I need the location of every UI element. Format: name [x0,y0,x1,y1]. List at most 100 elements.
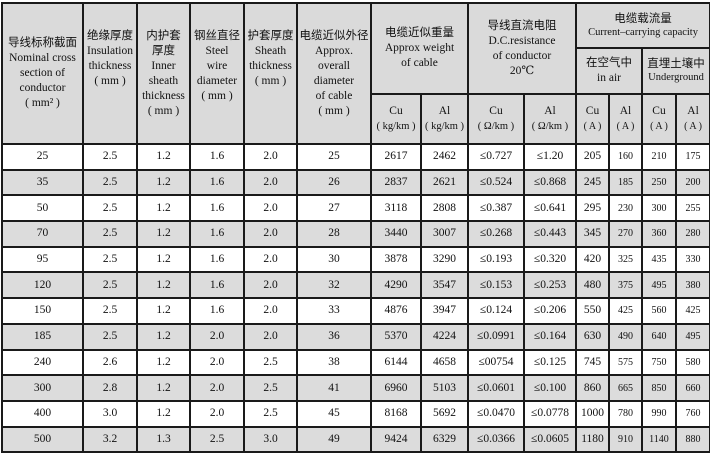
header-insulation: 绝缘厚度 Insulation thickness ( mm ) [82,2,138,145]
cell-resistance-cu: ≤0.727 [467,143,525,171]
header-text: Insulation [87,44,133,57]
header-text: 绝缘厚度 [87,29,133,42]
cell-nominal-section: 25 [1,143,84,171]
header-text: 导线直流电阻 [487,19,557,32]
cell-inner-sheath: 1.2 [136,374,191,402]
cell-sheath: 2.0 [243,271,298,300]
header-text: Cu [652,105,666,117]
cell-weight-al: 3007 [420,220,469,248]
cell-air-cu: 345 [575,220,610,248]
cell-ground-cu: 560 [641,297,677,325]
cell-air-cu: 1000 [575,399,610,428]
cell-air-cu: 205 [575,143,610,171]
table-row: 185 2.5 1.2 2.0 2.0 36 5370 4224 ≤0.0991 ≤0.164 63… [1,322,710,351]
cell-steel-wire: 2.5 [189,425,245,454]
header-unit: ( mm ) [201,89,233,102]
cell-resistance-al: ≤0.206 [523,297,577,325]
header-text: in air [597,72,621,84]
cell-insulation: 2.5 [82,322,138,351]
header-steel-wire: 钢丝直径 Steel wire diameter ( mm ) [189,2,245,145]
cell-weight-al: 2621 [420,168,469,197]
header-text: Cu [489,105,503,117]
cell-overall-diameter: 36 [296,322,372,351]
header-text: thickness [142,89,185,102]
header-text: D.C.resistance [488,34,556,47]
cell-weight-cu: 3878 [370,245,422,274]
cell-inner-sheath: 1.2 [136,143,191,171]
cell-sheath: 2.5 [243,348,298,377]
cell-overall-diameter: 32 [296,271,372,300]
cell-steel-wire: 1.6 [189,143,245,171]
cell-air-al: 375 [608,271,643,300]
cell-sheath: 2.0 [243,194,298,223]
header-text: thickness [249,59,292,72]
cell-air-cu: 1180 [575,425,610,454]
cell-steel-wire: 1.6 [189,194,245,223]
cell-ground-cu: 850 [641,374,677,402]
cell-sheath: 2.0 [243,322,298,351]
header-text: 导线标称截面 [8,37,77,49]
header-text: 电缆近似外径 [299,29,369,42]
cell-sheath: 2.0 [243,220,298,248]
cell-ground-al: 200 [674,168,710,197]
cell-ground-cu: 990 [641,399,677,428]
cell-weight-al: 4224 [420,322,469,351]
header-text: 在空气中 [586,57,632,69]
cell-air-al: 665 [608,374,643,402]
cell-insulation: 2.5 [82,297,138,325]
cell-weight-al: 5103 [420,374,469,402]
header-text: Approx. [314,44,353,57]
cell-resistance-al: ≤1.20 [523,143,577,171]
cell-resistance-cu: ≤0.0991 [467,322,525,351]
header-text: Current–carrying capacity [588,26,698,38]
cell-air-al: 325 [608,245,643,274]
cell-ground-al: 760 [674,399,710,428]
cell-sheath: 3.0 [243,425,298,454]
cell-ground-al: 425 [674,297,710,325]
header-unit: ( kg/km ) [424,121,465,132]
cell-steel-wire: 1.6 [189,271,245,300]
cell-ground-cu: 300 [641,194,677,223]
cell-inner-sheath: 1.2 [136,194,191,223]
cell-steel-wire: 2.0 [189,322,245,351]
header-text: of conductor [492,49,552,62]
cell-nominal-section: 500 [1,425,84,454]
header-unit: ( mm ) [318,104,350,117]
header-text: 护套厚度 [247,29,294,42]
header-unit: ( A ) [650,121,668,132]
header-sheath: 护套厚度 Sheath thickness ( mm ) [243,2,298,145]
header-air-cu: Cu ( A ) [575,93,610,145]
table-row: 35 2.5 1.2 1.6 2.0 26 2837 2621 ≤0.524 ≤0.868 245 1… [1,168,710,197]
cell-nominal-section: 70 [1,220,84,248]
cell-resistance-cu: ≤0.524 [467,168,525,197]
cell-steel-wire: 2.0 [189,348,245,377]
header-text: of cable [401,57,438,69]
table-row: 240 2.6 1.2 2.0 2.5 38 6144 4658 ≤00754 ≤0.125 745… [1,348,710,377]
header-weight: 电缆近似重量 Approx weight of cable [370,2,469,95]
cell-resistance-cu: ≤00754 [467,348,525,377]
cell-sheath: 2.0 [243,168,298,197]
cell-weight-cu: 2617 [370,143,422,171]
header-resistance: 导线直流电阻 D.C.resistance of conductor 20℃ [467,2,577,95]
cell-insulation: 2.5 [82,168,138,197]
cell-steel-wire: 2.0 [189,374,245,402]
cell-overall-diameter: 27 [296,194,372,223]
cell-steel-wire: 1.6 [189,245,245,274]
header-text: section of [19,67,66,79]
header-weight-al: Al ( kg/km ) [420,93,469,145]
header-overall-diameter: 电缆近似外径 Approx. overall diameter of cable… [296,2,372,145]
cell-weight-cu: 2837 [370,168,422,197]
cell-weight-cu: 6144 [370,348,422,377]
cell-nominal-section: 35 [1,168,84,197]
header-unit: ( Ω/km ) [531,121,569,132]
header-text: Steel [205,44,229,57]
header-text: 电缆载流量 [614,12,672,25]
table-row: 25 2.5 1.2 1.6 2.0 25 2617 2462 ≤0.727 ≤1.20 205 16… [1,143,710,171]
table-row: 95 2.5 1.2 1.6 2.0 30 3878 3290 ≤0.193 ≤0.320 420 3… [1,245,710,274]
header-text: of cable [315,89,353,102]
cell-ground-cu: 210 [641,143,677,171]
cell-overall-diameter: 49 [296,425,372,454]
cell-insulation: 2.5 [82,194,138,223]
cell-air-al: 230 [608,194,643,223]
header-text: conductor [19,82,66,94]
